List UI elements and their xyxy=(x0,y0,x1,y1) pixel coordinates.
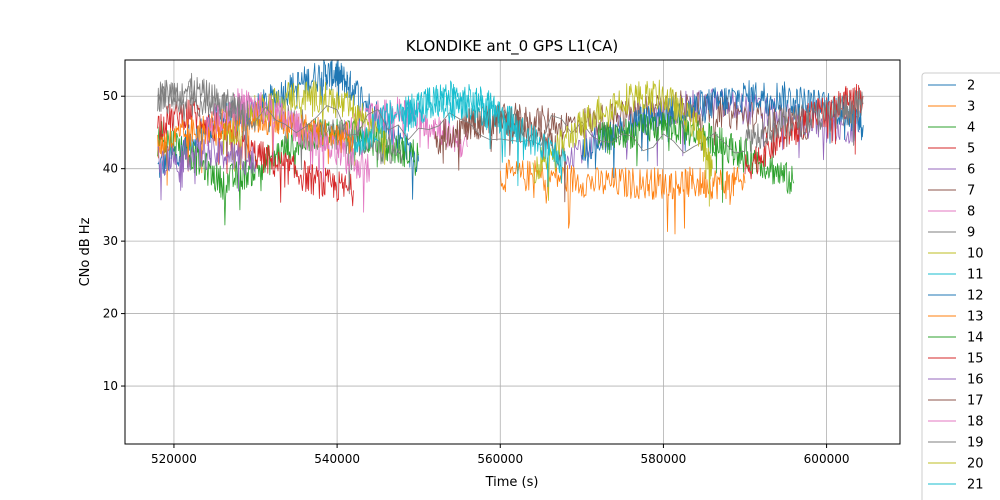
legend-label-14: 14 xyxy=(967,331,984,346)
legend-label-17: 17 xyxy=(967,394,984,409)
legend-label-15: 15 xyxy=(967,352,984,367)
series-line-19 xyxy=(157,72,864,165)
legend-label-7: 7 xyxy=(967,184,975,199)
series-line-21 xyxy=(402,88,566,188)
legend-items: 2 3 4 5 6 7 8 9 10 11 12 13 14 15 16 17 18 19 20 21 xyxy=(928,79,984,493)
legend: 2 3 4 5 6 7 8 9 10 11 12 13 14 15 16 17 18 19 20 21 xyxy=(921,72,1000,500)
y-axis-label: CNo dB Hz xyxy=(78,217,93,286)
series-line-14 xyxy=(597,112,795,203)
legend-label-3: 3 xyxy=(967,100,975,115)
legend-label-2: 2 xyxy=(967,79,975,94)
chart-title: KLONDIKE ant_0 GPS L1(CA) xyxy=(406,37,618,56)
legend-label-4: 4 xyxy=(967,121,975,136)
legend-label-18: 18 xyxy=(967,415,984,430)
legend-label-6: 6 xyxy=(967,163,975,178)
y-tick-label: 50 xyxy=(103,89,118,103)
y-tick-label: 30 xyxy=(103,234,118,248)
x-tick-label: 560000 xyxy=(477,452,523,466)
legend-label-5: 5 xyxy=(967,142,975,157)
series-line-18 xyxy=(206,88,371,213)
series-line-15 xyxy=(744,83,864,180)
series-line-5 xyxy=(157,97,354,207)
series-line-20 xyxy=(532,79,713,207)
legend-label-13: 13 xyxy=(967,310,984,325)
y-tick-label: 40 xyxy=(103,162,118,176)
plot-frame xyxy=(124,59,901,445)
legend-label-11: 11 xyxy=(967,268,984,283)
series-layer xyxy=(157,60,864,235)
x-axis-label: Time (s) xyxy=(485,475,539,490)
y-axis-ticks: 10 20 30 40 50 xyxy=(103,89,125,393)
legend-label-8: 8 xyxy=(967,205,975,220)
legend-label-19: 19 xyxy=(967,436,984,451)
y-tick-label: 20 xyxy=(103,307,118,321)
legend-frame xyxy=(921,72,1000,500)
y-tick-label: 10 xyxy=(103,379,118,393)
legend-label-9: 9 xyxy=(967,226,975,241)
legend-label-16: 16 xyxy=(967,373,984,388)
legend-label-21: 21 xyxy=(967,478,984,493)
legend-label-10: 10 xyxy=(967,247,984,262)
series-line-16 xyxy=(157,137,256,201)
legend-label-20: 20 xyxy=(967,457,984,472)
x-tick-label: 520000 xyxy=(151,452,197,466)
x-tick-label: 540000 xyxy=(314,452,360,466)
x-tick-label: 600000 xyxy=(804,452,850,466)
legend-label-12: 12 xyxy=(967,289,984,304)
x-tick-label: 580000 xyxy=(641,452,687,466)
x-axis-ticks: 520000 540000 560000 580000 600000 xyxy=(151,444,849,466)
